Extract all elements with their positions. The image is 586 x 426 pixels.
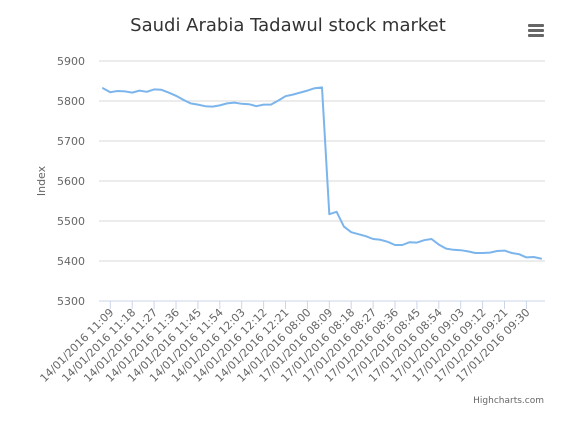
series-line[interactable]	[102, 86, 542, 260]
data-point[interactable]	[356, 231, 362, 237]
data-point[interactable]	[312, 85, 318, 91]
data-point[interactable]	[304, 88, 310, 94]
data-point[interactable]	[443, 246, 449, 252]
data-point[interactable]	[450, 247, 456, 253]
axis-layer	[99, 300, 545, 309]
y-tick-label: 5500	[57, 215, 85, 228]
data-point[interactable]	[407, 239, 413, 245]
data-point[interactable]	[421, 237, 427, 243]
data-point[interactable]	[465, 248, 471, 254]
data-point[interactable]	[472, 250, 478, 256]
data-point[interactable]	[100, 85, 106, 91]
data-point[interactable]	[494, 248, 500, 254]
data-point[interactable]	[341, 224, 347, 230]
y-tick-label: 5900	[57, 55, 85, 68]
data-point[interactable]	[509, 250, 515, 256]
data-point[interactable]	[283, 93, 289, 99]
data-point[interactable]	[523, 254, 529, 260]
data-point[interactable]	[195, 102, 201, 108]
data-point[interactable]	[188, 100, 194, 106]
data-point[interactable]	[275, 98, 281, 104]
y-tick-label: 5400	[57, 255, 85, 268]
data-point[interactable]	[137, 88, 143, 94]
series-layer	[100, 84, 544, 262]
data-point[interactable]	[385, 239, 391, 245]
data-point[interactable]	[115, 88, 121, 94]
data-point[interactable]	[297, 90, 303, 96]
data-point[interactable]	[231, 100, 237, 106]
data-point[interactable]	[370, 236, 376, 242]
data-point[interactable]	[399, 242, 405, 248]
data-point[interactable]	[436, 242, 442, 248]
data-point[interactable]	[538, 256, 544, 262]
chart-title: Saudi Arabia Tadawul stock market	[130, 15, 446, 36]
y-tick-label: 5600	[57, 175, 85, 188]
data-point[interactable]	[122, 88, 128, 94]
data-point[interactable]	[173, 93, 179, 99]
data-point[interactable]	[334, 209, 340, 215]
data-point[interactable]	[487, 250, 493, 256]
data-point[interactable]	[268, 102, 274, 108]
data-point[interactable]	[144, 89, 150, 95]
data-point[interactable]	[480, 250, 486, 256]
data-point[interactable]	[392, 242, 398, 248]
data-point[interactable]	[129, 90, 135, 96]
data-point[interactable]	[531, 254, 537, 260]
data-point[interactable]	[261, 102, 267, 108]
data-point[interactable]	[202, 103, 208, 109]
data-point[interactable]	[319, 84, 325, 90]
data-point[interactable]	[224, 100, 230, 106]
y-tick-label: 5300	[57, 295, 85, 308]
data-point[interactable]	[239, 101, 245, 107]
data-point[interactable]	[246, 101, 252, 107]
data-point[interactable]	[348, 229, 354, 235]
data-point[interactable]	[210, 104, 216, 110]
data-point[interactable]	[458, 247, 464, 253]
data-point[interactable]	[217, 102, 223, 108]
data-point[interactable]	[158, 87, 164, 93]
data-point[interactable]	[107, 89, 113, 95]
data-point[interactable]	[516, 251, 522, 257]
data-point[interactable]	[151, 86, 157, 92]
data-point[interactable]	[253, 103, 259, 109]
data-point[interactable]	[180, 97, 186, 103]
data-point[interactable]	[166, 90, 172, 96]
y-tick-label: 5700	[57, 135, 85, 148]
y-tick-label: 5800	[57, 95, 85, 108]
hamburger-menu-icon[interactable]	[528, 22, 544, 38]
data-point[interactable]	[363, 233, 369, 239]
y-axis-title: Index	[35, 165, 48, 196]
data-point[interactable]	[429, 236, 435, 242]
data-point[interactable]	[414, 240, 420, 246]
data-point[interactable]	[326, 211, 332, 217]
credits-link[interactable]: Highcharts.com	[473, 396, 544, 406]
data-point[interactable]	[377, 237, 383, 243]
data-point[interactable]	[290, 92, 296, 98]
data-point[interactable]	[502, 248, 508, 254]
